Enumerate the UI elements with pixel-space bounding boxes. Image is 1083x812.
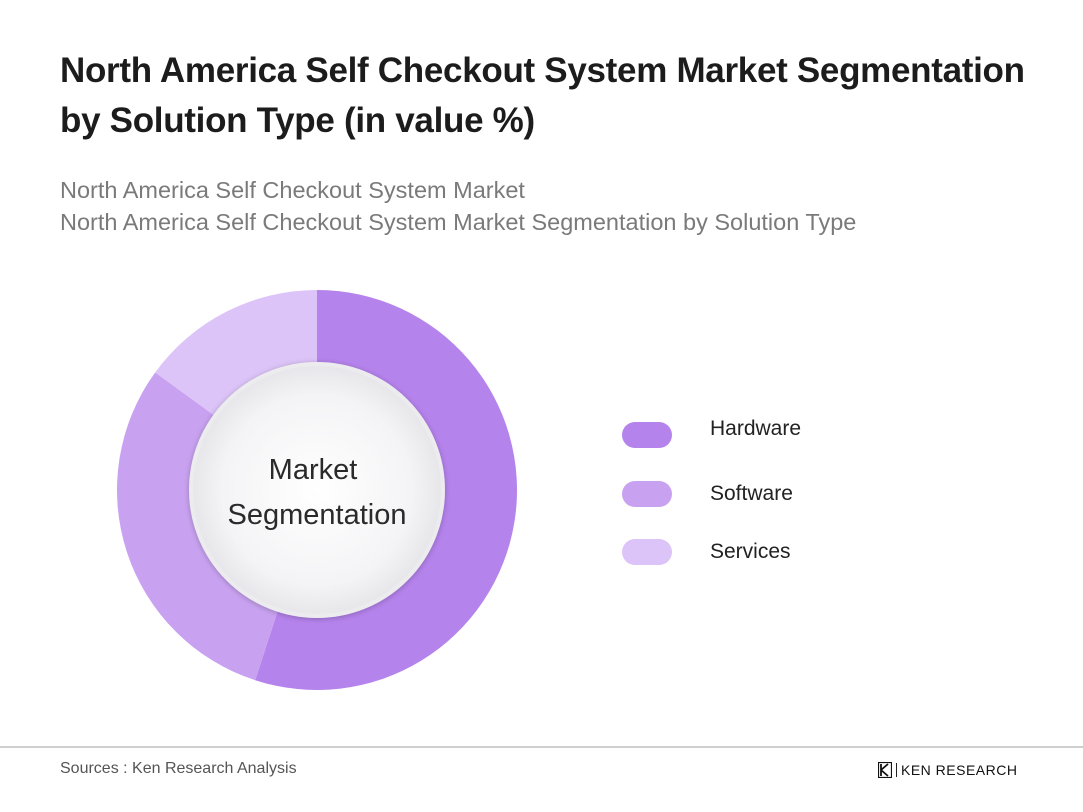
sources-note: Sources : Ken Research Analysis [60,760,297,777]
legend: Hardware Software Services [622,412,922,582]
brand-logo: KEN RESEARCH [878,760,1017,780]
legend-label-services: Services [710,540,791,563]
subtitle-line-2: North America Self Checkout System Marke… [60,209,857,235]
legend-swatch-services [622,539,672,565]
donut-slice-hardware[interactable] [255,290,517,690]
ken-research-logo-icon [878,762,892,778]
legend-label-software: Software [710,482,793,505]
subtitle-line-1: North America Self Checkout System Marke… [60,177,525,203]
legend-label-hardware: Hardware [710,417,802,440]
legend-swatch-software [622,481,672,507]
donut-slice-services[interactable] [155,290,317,418]
chart-title: North America Self Checkout System Marke… [60,51,1025,140]
chart-subtitle: North America Self Checkout System Marke… [60,174,1060,238]
center-label-line-2: Segmentation [228,499,407,531]
brand-name: KEN RESEARCH [901,762,1018,778]
brand-separator [896,763,897,777]
donut-center [189,362,445,618]
legend-swatch-hardware [622,422,672,448]
footer-divider [0,746,1083,748]
center-label-line-1: Market [269,454,358,486]
